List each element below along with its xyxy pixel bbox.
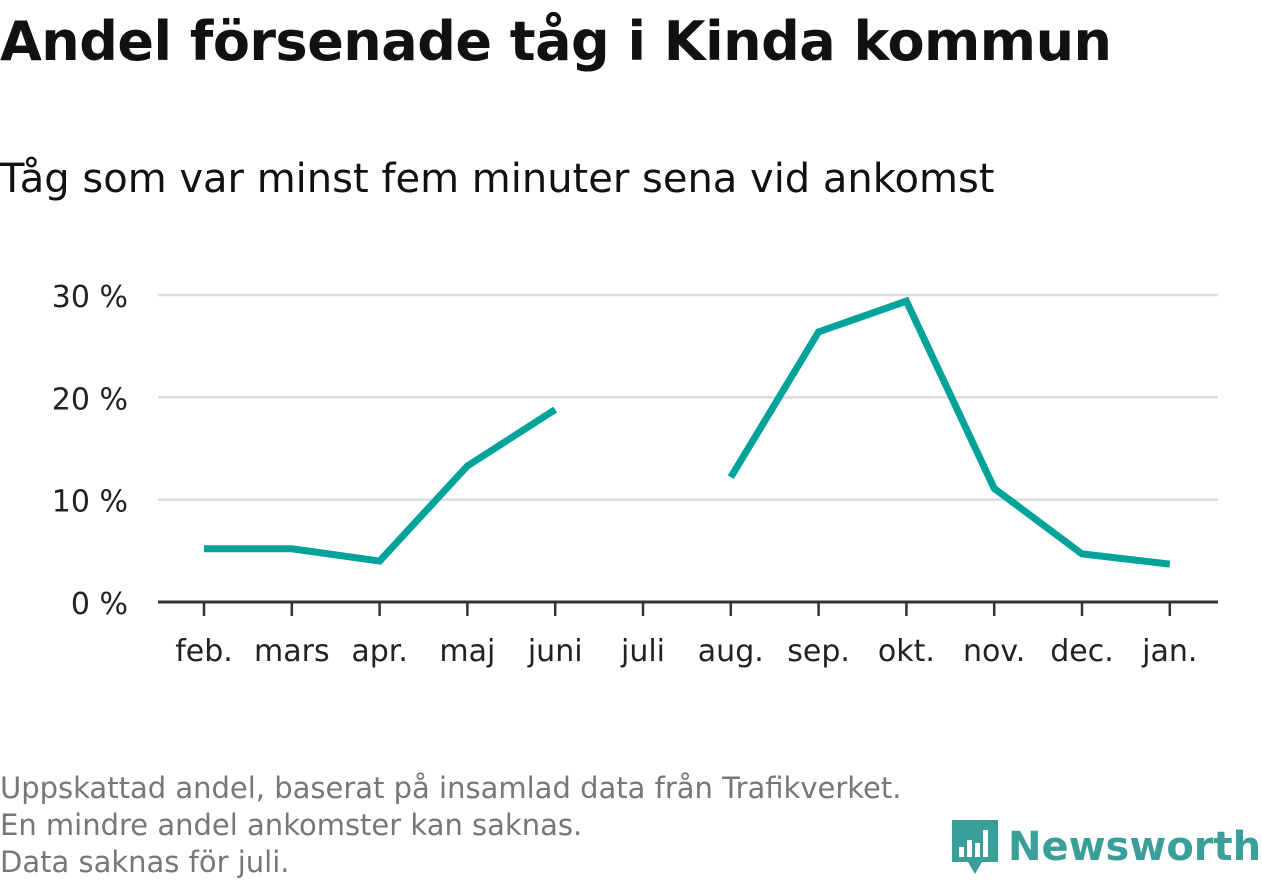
x-tick-label: juli bbox=[620, 634, 665, 669]
x-tick-label: jan. bbox=[1141, 634, 1197, 669]
x-tick-label: mars bbox=[254, 634, 330, 669]
chart-footer: Uppskattad andel, baserat på insamlad da… bbox=[0, 770, 940, 881]
y-tick-label: 30 % bbox=[52, 280, 128, 315]
x-tick-label: nov. bbox=[963, 634, 1025, 669]
series-line bbox=[204, 406, 558, 565]
x-tick-label: juni bbox=[527, 634, 583, 669]
footer-note: Uppskattad andel, baserat på insamlad da… bbox=[0, 771, 902, 842]
bar-chart-speech-bubble-icon bbox=[952, 820, 998, 874]
y-tick-label: 10 % bbox=[52, 485, 128, 520]
brand-name: Newsworthy bbox=[1008, 824, 1262, 870]
x-tick-label: okt. bbox=[878, 634, 935, 669]
y-tick-label: 0 % bbox=[71, 587, 128, 622]
x-tick-label: dec. bbox=[1050, 634, 1114, 669]
x-tick-label: maj bbox=[439, 634, 495, 669]
series-line bbox=[727, 296, 1171, 568]
x-tick-label: apr. bbox=[351, 634, 408, 669]
chart-subtitle: Tåg som var minst fem minuter sena vid a… bbox=[0, 156, 995, 202]
footer-missing-data-note: Data saknas för juli. bbox=[0, 845, 290, 879]
chart-title: Andel försenade tåg i Kinda kommun bbox=[0, 10, 1112, 73]
y-tick-label: 20 % bbox=[52, 382, 128, 417]
x-tick-label: feb. bbox=[175, 634, 233, 669]
line-chart: 0 % 10 % 20 % 30 % feb. mars apr. maj juni juli au… bbox=[52, 280, 1218, 669]
newsworthy-logo: Newsworthy bbox=[950, 818, 1262, 876]
x-tick-label: aug. bbox=[698, 634, 764, 669]
x-tick-label: sep. bbox=[787, 634, 850, 669]
